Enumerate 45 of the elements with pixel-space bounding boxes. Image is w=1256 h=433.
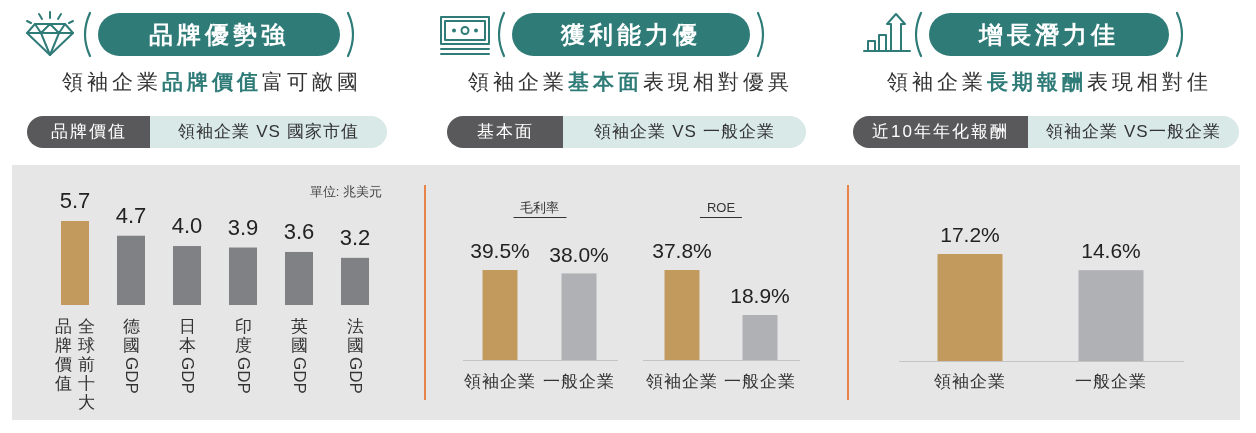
text: 領袖企業 VS一般企業: [1028, 116, 1239, 148]
chart-title: 毛利率: [513, 200, 566, 218]
x-tick-label: 英國GDP: [288, 317, 310, 395]
x-tick-label: 領袖企業: [934, 371, 1006, 393]
data-label: 14.6%: [1081, 239, 1141, 263]
data-label: 5.7: [59, 188, 91, 214]
x-tick-label: 一般企業: [1075, 371, 1147, 393]
bar: [341, 257, 369, 305]
bar: [173, 246, 201, 305]
data-label: 4.7: [115, 203, 147, 229]
x-tick-label: 印度GDP: [232, 317, 254, 395]
chart-title: ROE: [699, 200, 743, 218]
chart-subtitle: 領袖企業品牌價值富可敵國: [62, 70, 362, 93]
category-label: 全球前十大品牌價值: [55, 317, 95, 412]
text: 品牌價值: [27, 116, 150, 148]
text: 單位: 兆美元: [309, 184, 382, 200]
data-label: 3.6: [283, 219, 315, 245]
bar: [117, 235, 145, 305]
data-label: 4.0: [171, 213, 203, 239]
text: 領袖企業 VS 一般企業: [563, 116, 806, 148]
data-label: 38.0%: [549, 242, 609, 266]
data-label: 39.5%: [470, 239, 530, 263]
data-label: 18.9%: [730, 284, 790, 308]
x-tick-label: 一般企業: [724, 371, 796, 393]
data-label: 3.2: [339, 225, 371, 251]
text: 基本面: [447, 116, 563, 148]
x-tick-label: 一般企業: [543, 371, 615, 393]
x-tick-label: 德國GDP: [120, 317, 142, 395]
text: 領袖企業 VS 國家市值: [150, 116, 387, 148]
x-tick-label: 日本GDP: [176, 317, 198, 395]
chart-subtitle: 領袖企業長期報酬表現相對佳: [886, 70, 1212, 93]
data-label: 17.2%: [940, 223, 1000, 247]
bar: [285, 251, 313, 305]
x-tick-label: 領袖企業: [464, 371, 536, 393]
text: 領袖企業基本面表現相對優異: [467, 70, 793, 93]
text: 近10年年化報酬: [853, 116, 1028, 148]
x-tick-label: 領袖企業: [646, 371, 718, 393]
data-label: 37.8%: [652, 239, 712, 263]
text: 獲利能力優: [512, 13, 750, 56]
data-label: 3.9: [227, 214, 259, 240]
bar: [61, 221, 89, 305]
chart-title: 增長潛力佳: [929, 13, 1169, 56]
chart-title: 品牌優勢強: [98, 13, 340, 56]
bar: [229, 247, 257, 305]
x-tick-label: 法國GDP: [344, 317, 366, 395]
